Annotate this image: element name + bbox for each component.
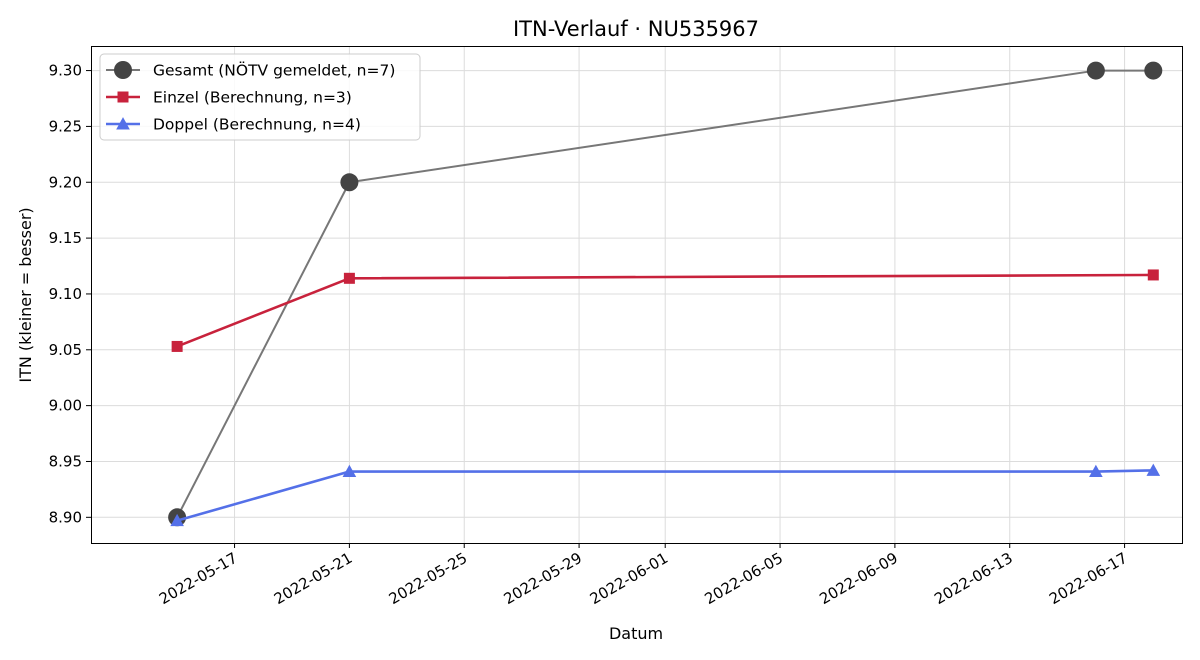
legend-item: Gesamt (NÖTV gemeldet, n=7) xyxy=(106,61,395,80)
y-tick-label: 9.20 xyxy=(49,173,82,191)
legend: Gesamt (NÖTV gemeldet, n=7) Einzel (Berec… xyxy=(99,53,421,141)
y-tick-label: 9.25 xyxy=(49,117,82,135)
data-point xyxy=(1147,269,1159,281)
data-point xyxy=(171,340,183,352)
y-tick-label: 9.00 xyxy=(49,397,82,415)
legend-marker xyxy=(117,91,129,103)
legend-marker xyxy=(116,117,130,130)
legend-item: Doppel (Berechnung, n=4) xyxy=(106,116,361,134)
x-axis-title: Datum xyxy=(609,624,663,643)
series-line xyxy=(176,469,1154,522)
data-point xyxy=(1144,61,1163,80)
y-axis: 9.30 9.25 9.20 9.15 9.10 9.05 9.00 8.95 8.90 xyxy=(49,62,91,526)
y-tick-label: 9.15 xyxy=(49,229,82,247)
chart-title: ITN-Verlauf · NU535967 xyxy=(513,17,759,41)
grid xyxy=(91,46,1182,543)
legend-item: Einzel (Berechnung, n=3) xyxy=(106,89,352,107)
data-point xyxy=(170,513,184,527)
plot-frame xyxy=(91,46,1183,544)
y-tick-label: 9.30 xyxy=(49,62,82,80)
data-point xyxy=(1089,464,1103,477)
series-line xyxy=(176,69,1154,518)
data-point xyxy=(343,272,355,284)
legend-box xyxy=(99,53,421,141)
y-tick-label: 9.10 xyxy=(49,285,82,303)
series-1 xyxy=(168,61,1163,527)
legend-label: Einzel (Berechnung, n=3) xyxy=(153,89,352,107)
legend-label: Doppel (Berechnung, n=4) xyxy=(153,116,361,134)
data-point xyxy=(340,173,359,192)
legend-label: Gesamt (NÖTV gemeldet, n=7) xyxy=(153,61,395,80)
y-tick-label: 8.90 xyxy=(49,508,82,526)
data-point xyxy=(1086,61,1105,80)
y-tick-label: 9.05 xyxy=(49,341,82,359)
series-layer xyxy=(168,61,1163,527)
y-tick-label: 8.95 xyxy=(49,452,82,470)
legend-marker xyxy=(114,61,132,79)
data-point xyxy=(1146,463,1161,476)
series-2 xyxy=(171,269,1159,352)
y-axis-title: ITN (kleiner = besser) xyxy=(16,207,35,382)
series-3 xyxy=(170,463,1161,527)
data-point xyxy=(342,464,357,477)
